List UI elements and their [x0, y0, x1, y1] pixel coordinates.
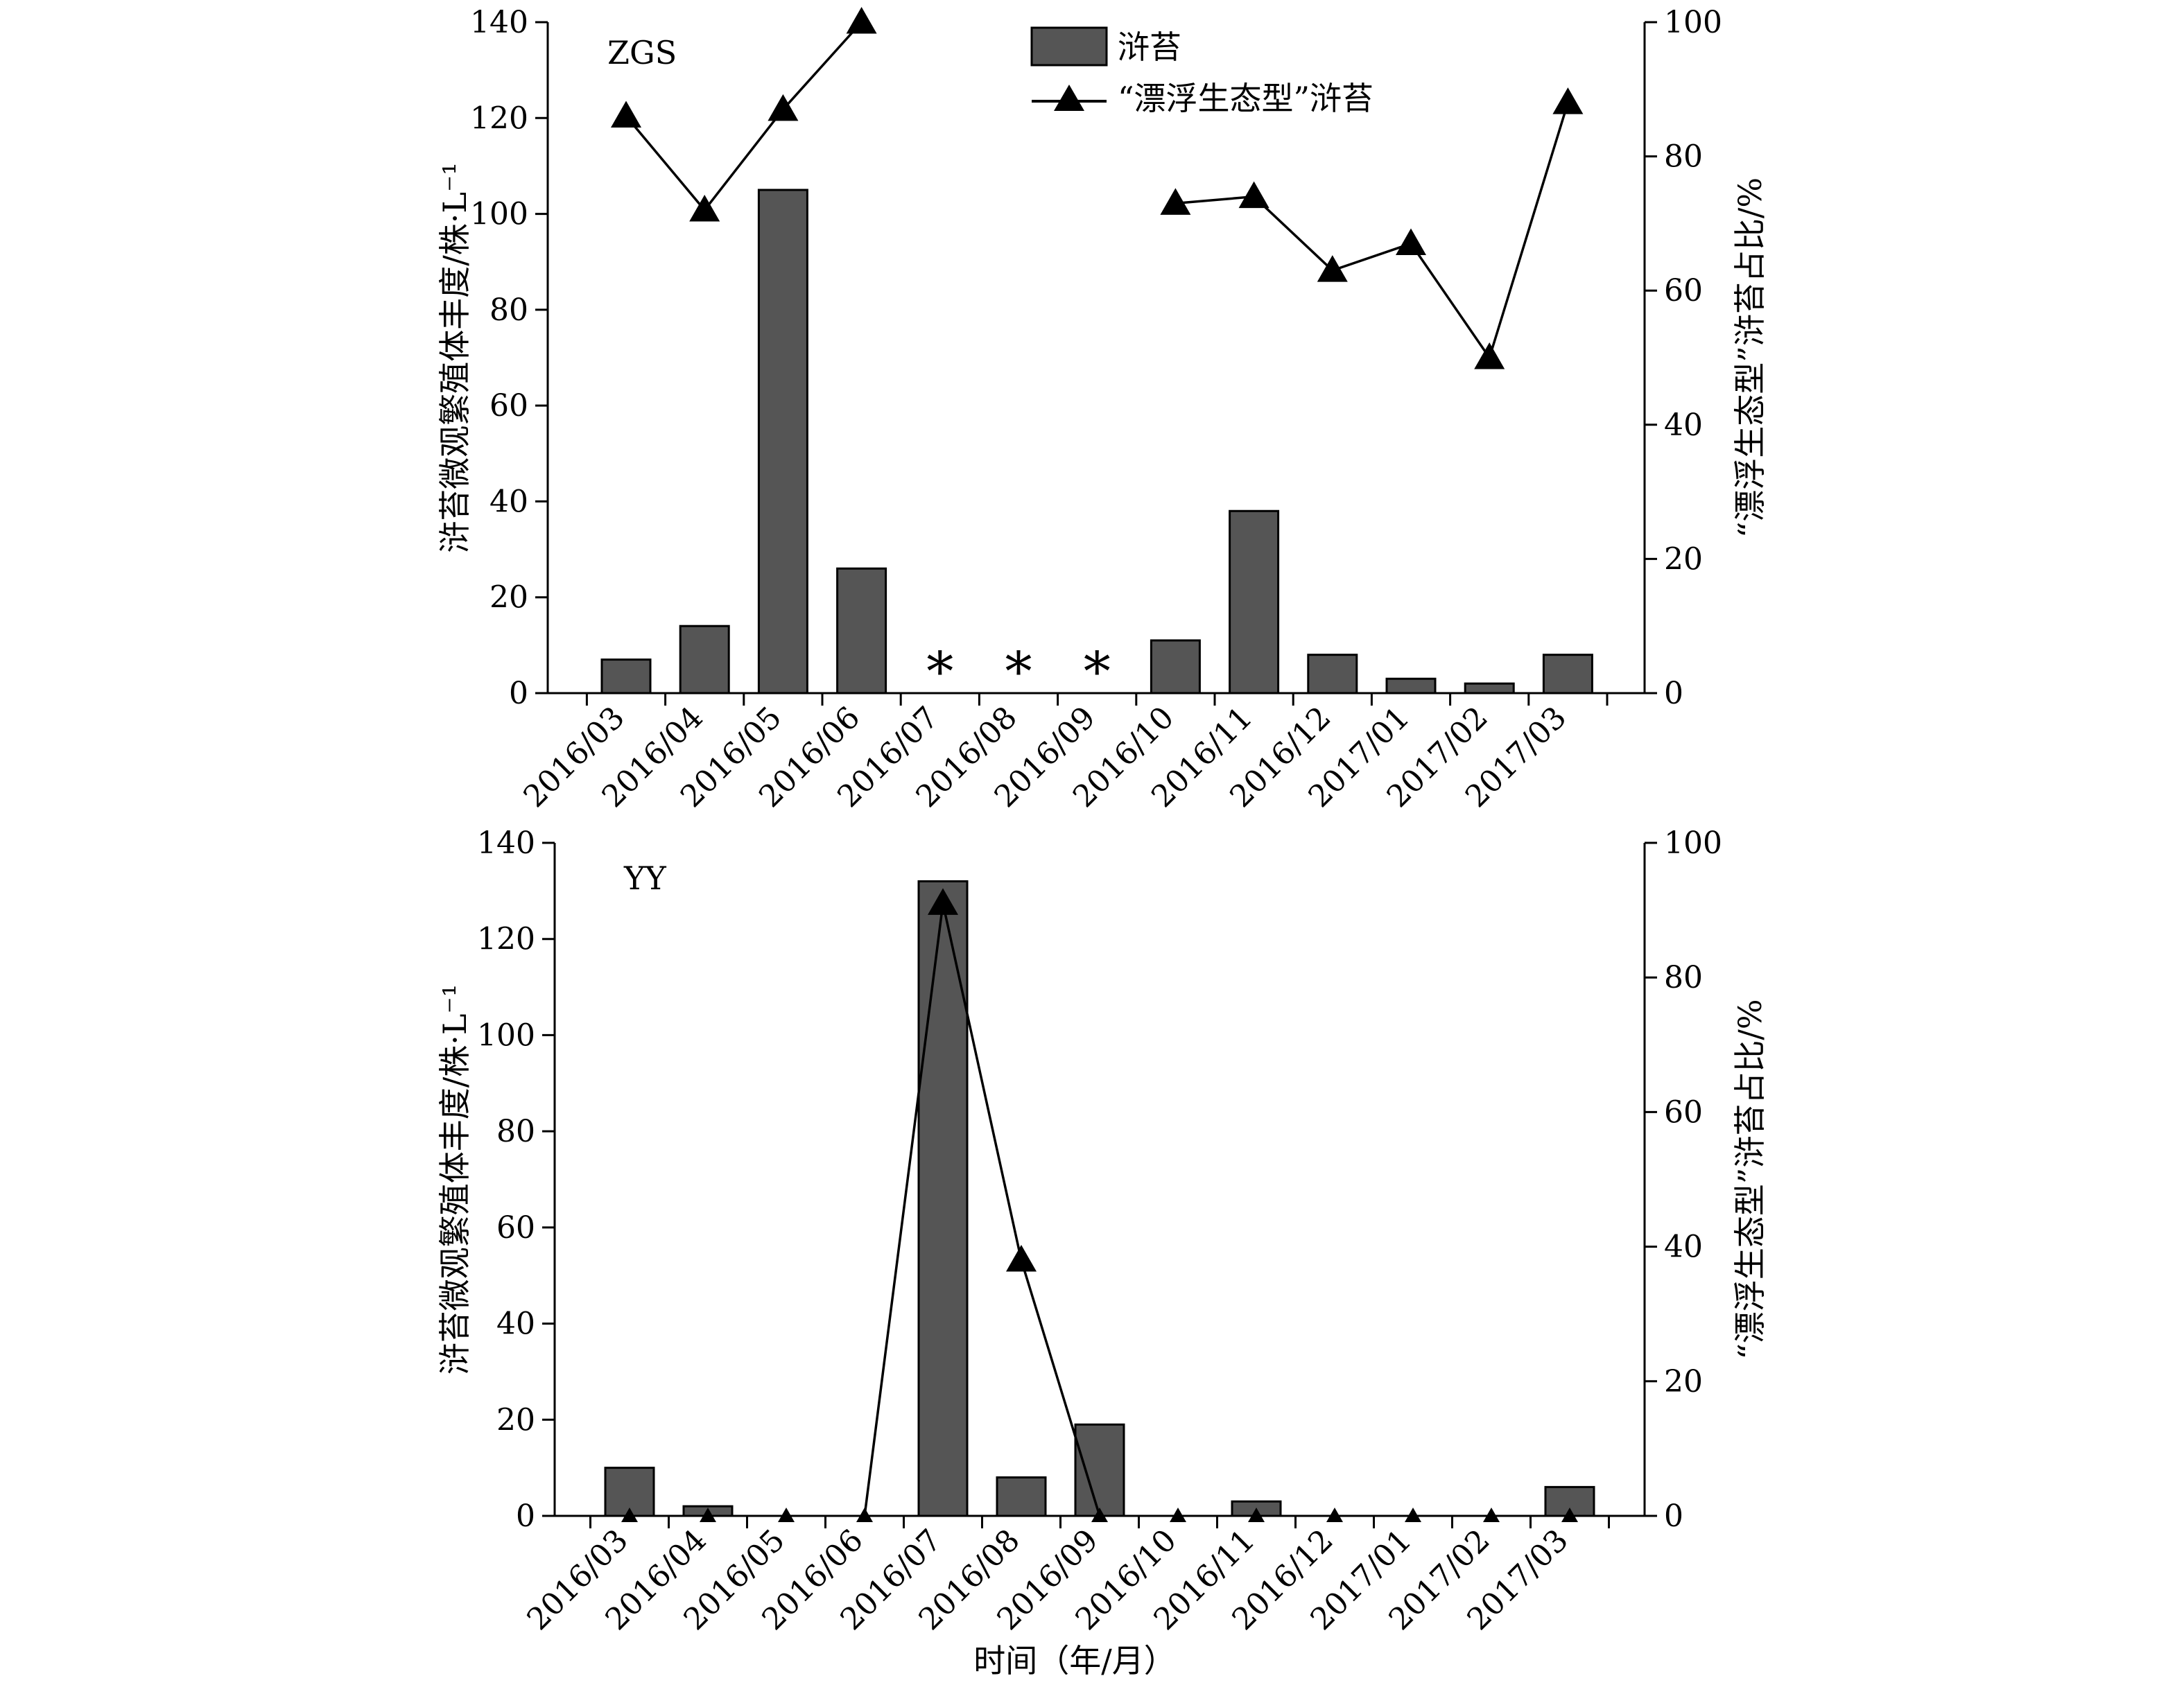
y2-tick-label: 20: [1664, 541, 1703, 577]
y2-tick-label: 20: [1664, 1364, 1703, 1399]
x-axis-title: 时间（年/月）: [973, 1642, 1176, 1679]
y2-tick-label: 80: [1664, 960, 1703, 995]
panel-label: YY: [623, 859, 666, 897]
series-line: [863, 903, 1101, 1517]
series-marker-2016-05: [768, 94, 799, 121]
y-tick-label: 100: [477, 1018, 535, 1053]
series-marker-2016-12: [1317, 255, 1348, 282]
chart-panels: * * *0204060801001201400204060801002016/03…: [436, 5, 1769, 1637]
panel-zgs: * * *0204060801001201400204060801002016/03…: [436, 5, 1769, 814]
bar-2017-01: [1385, 677, 1437, 695]
series-marker-2016-06: [856, 1508, 873, 1522]
y-tick-label: 100: [470, 197, 528, 232]
series-marker-2016-03: [621, 1508, 638, 1522]
y-tick-label: 20: [489, 580, 528, 615]
series-marker-2016-12: [1326, 1508, 1343, 1522]
series-line: [625, 21, 863, 212]
series-marker-2016-11: [1238, 181, 1269, 209]
series-marker-2017-03: [1552, 87, 1584, 114]
bar-2016-07: [917, 880, 969, 1517]
series-marker-2016-07: [928, 888, 958, 915]
y-axis-title: 浒苔微观繁殖体丰度/株·L⁻¹: [436, 162, 474, 552]
series-marker-2017-02: [1474, 342, 1505, 369]
y-tick-label: 40: [496, 1307, 535, 1342]
y-tick-label: 60: [489, 388, 528, 424]
y-tick-label: 140: [477, 826, 535, 861]
y-tick-label: 0: [516, 1499, 535, 1534]
bar-2016-06: [836, 567, 887, 695]
bar-2016-09: [1074, 1423, 1125, 1517]
bar-2017-02: [1464, 682, 1515, 695]
y2-tick-label: 40: [1664, 1230, 1703, 1265]
legend-bar-label: 浒苔: [1118, 28, 1181, 66]
bar-2016-11: [1229, 509, 1280, 695]
y-tick-label: 80: [496, 1114, 535, 1149]
legend-bar-swatch: [1030, 26, 1108, 67]
y-tick-label: 80: [489, 293, 528, 328]
y2-axis-title: “漂浮生态型”浒苔占比/%: [1731, 999, 1769, 1359]
bar-2016-03: [600, 658, 652, 695]
y-tick-label: 40: [489, 484, 528, 519]
y-tick-label: 20: [496, 1402, 535, 1438]
series-marker-2016-10: [1160, 188, 1191, 215]
legend: 浒苔 “漂浮生态型”浒苔: [1030, 26, 1373, 117]
series-marker-2017-02: [1483, 1508, 1500, 1522]
series-line: [1175, 102, 1570, 360]
y-tick-label: 60: [496, 1210, 535, 1246]
y-tick-label: 120: [470, 101, 528, 136]
series-marker-2017-03: [1561, 1508, 1578, 1522]
series-marker-2016-04: [689, 195, 720, 222]
y2-tick-label: 100: [1664, 5, 1722, 40]
bar-2016-08: [996, 1476, 1047, 1517]
series-marker-2016-04: [700, 1508, 716, 1522]
y-axis-title: 浒苔微观繁殖体丰度/株·L⁻¹: [436, 984, 474, 1374]
series-marker-2016-11: [1248, 1508, 1265, 1522]
series-marker-2016-03: [611, 101, 641, 128]
bar-2016-12: [1307, 654, 1358, 695]
series-marker-2017-01: [1396, 228, 1426, 255]
y2-tick-label: 0: [1664, 1499, 1683, 1534]
y2-tick-label: 60: [1664, 273, 1703, 308]
panel-yy: 0204060801001201400204060801002016/03201…: [436, 826, 1769, 1637]
bar-2016-05: [757, 189, 808, 695]
bar-2017-03: [1542, 654, 1593, 695]
legend-line-label: “漂浮生态型”浒苔: [1118, 80, 1373, 117]
y2-axis-title: “漂浮生态型”浒苔占比/%: [1731, 177, 1769, 538]
y2-tick-label: 100: [1664, 826, 1722, 861]
series-marker-2016-10: [1170, 1508, 1186, 1522]
bar-2016-10: [1150, 639, 1201, 695]
y2-tick-label: 40: [1664, 408, 1703, 443]
y-tick-label: 140: [470, 5, 528, 40]
y-tick-label: 0: [509, 676, 528, 711]
series-marker-2016-09: [1091, 1508, 1108, 1522]
panel-label: ZGS: [607, 34, 677, 71]
series-marker-2016-08: [1006, 1245, 1037, 1272]
y2-tick-label: 0: [1664, 676, 1683, 711]
series-marker-2016-06: [846, 7, 877, 34]
y-tick-label: 120: [477, 922, 535, 957]
series-marker-2016-05: [778, 1508, 795, 1522]
bar-2016-04: [679, 625, 730, 695]
y2-tick-label: 80: [1664, 139, 1703, 175]
series-marker-2017-01: [1405, 1508, 1421, 1522]
legend-triangle-marker: [1054, 85, 1084, 111]
y2-tick-label: 60: [1664, 1094, 1703, 1130]
